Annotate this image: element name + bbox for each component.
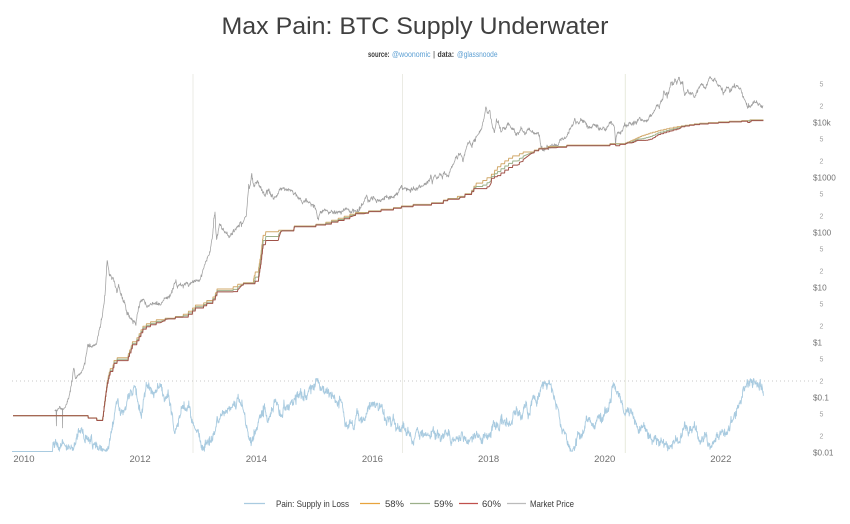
svg-text:2020: 2020 xyxy=(594,454,615,465)
svg-text:$0.01: $0.01 xyxy=(813,448,834,457)
svg-text:5: 5 xyxy=(820,357,824,364)
svg-text:5: 5 xyxy=(820,247,824,254)
svg-text:2: 2 xyxy=(820,433,824,440)
svg-text:2012: 2012 xyxy=(130,454,151,465)
svg-text:5: 5 xyxy=(820,82,824,89)
svg-text:2010: 2010 xyxy=(13,454,34,465)
svg-text:|: | xyxy=(433,50,435,59)
svg-text:5: 5 xyxy=(820,302,824,309)
svg-text:@woonomic: @woonomic xyxy=(392,50,431,59)
svg-text:$1: $1 xyxy=(813,338,823,347)
svg-text:59%: 59% xyxy=(434,499,454,510)
svg-text:2: 2 xyxy=(820,103,824,110)
svg-text:58%: 58% xyxy=(385,499,405,510)
svg-text:2016: 2016 xyxy=(362,454,383,465)
svg-text:60%: 60% xyxy=(482,499,502,510)
svg-text:$100: $100 xyxy=(813,228,832,237)
svg-text:2: 2 xyxy=(820,323,824,330)
svg-text:source:: source: xyxy=(368,50,390,59)
svg-text:2022: 2022 xyxy=(710,454,731,465)
svg-text:2: 2 xyxy=(820,158,824,165)
svg-text:Market Price: Market Price xyxy=(530,499,574,510)
svg-text:Max Pain: BTC Supply Underwate: Max Pain: BTC Supply Underwater xyxy=(222,14,609,40)
svg-text:2014: 2014 xyxy=(246,454,267,465)
svg-text:$1000: $1000 xyxy=(813,173,836,182)
svg-text:5: 5 xyxy=(820,137,824,144)
svg-text:@glassnoode: @glassnoode xyxy=(457,50,498,59)
svg-text:$10: $10 xyxy=(813,283,827,292)
svg-text:2: 2 xyxy=(820,378,824,385)
svg-text:5: 5 xyxy=(820,192,824,199)
svg-text:2018: 2018 xyxy=(478,454,499,465)
svg-text:$0.1: $0.1 xyxy=(813,393,829,402)
svg-text:$10k: $10k xyxy=(813,118,832,127)
svg-text:data:: data: xyxy=(438,50,455,59)
svg-text:5: 5 xyxy=(820,412,824,419)
svg-text:Pain: Supply in Loss: Pain: Supply in Loss xyxy=(276,499,349,510)
svg-text:2: 2 xyxy=(820,268,824,275)
svg-text:2: 2 xyxy=(820,213,824,220)
